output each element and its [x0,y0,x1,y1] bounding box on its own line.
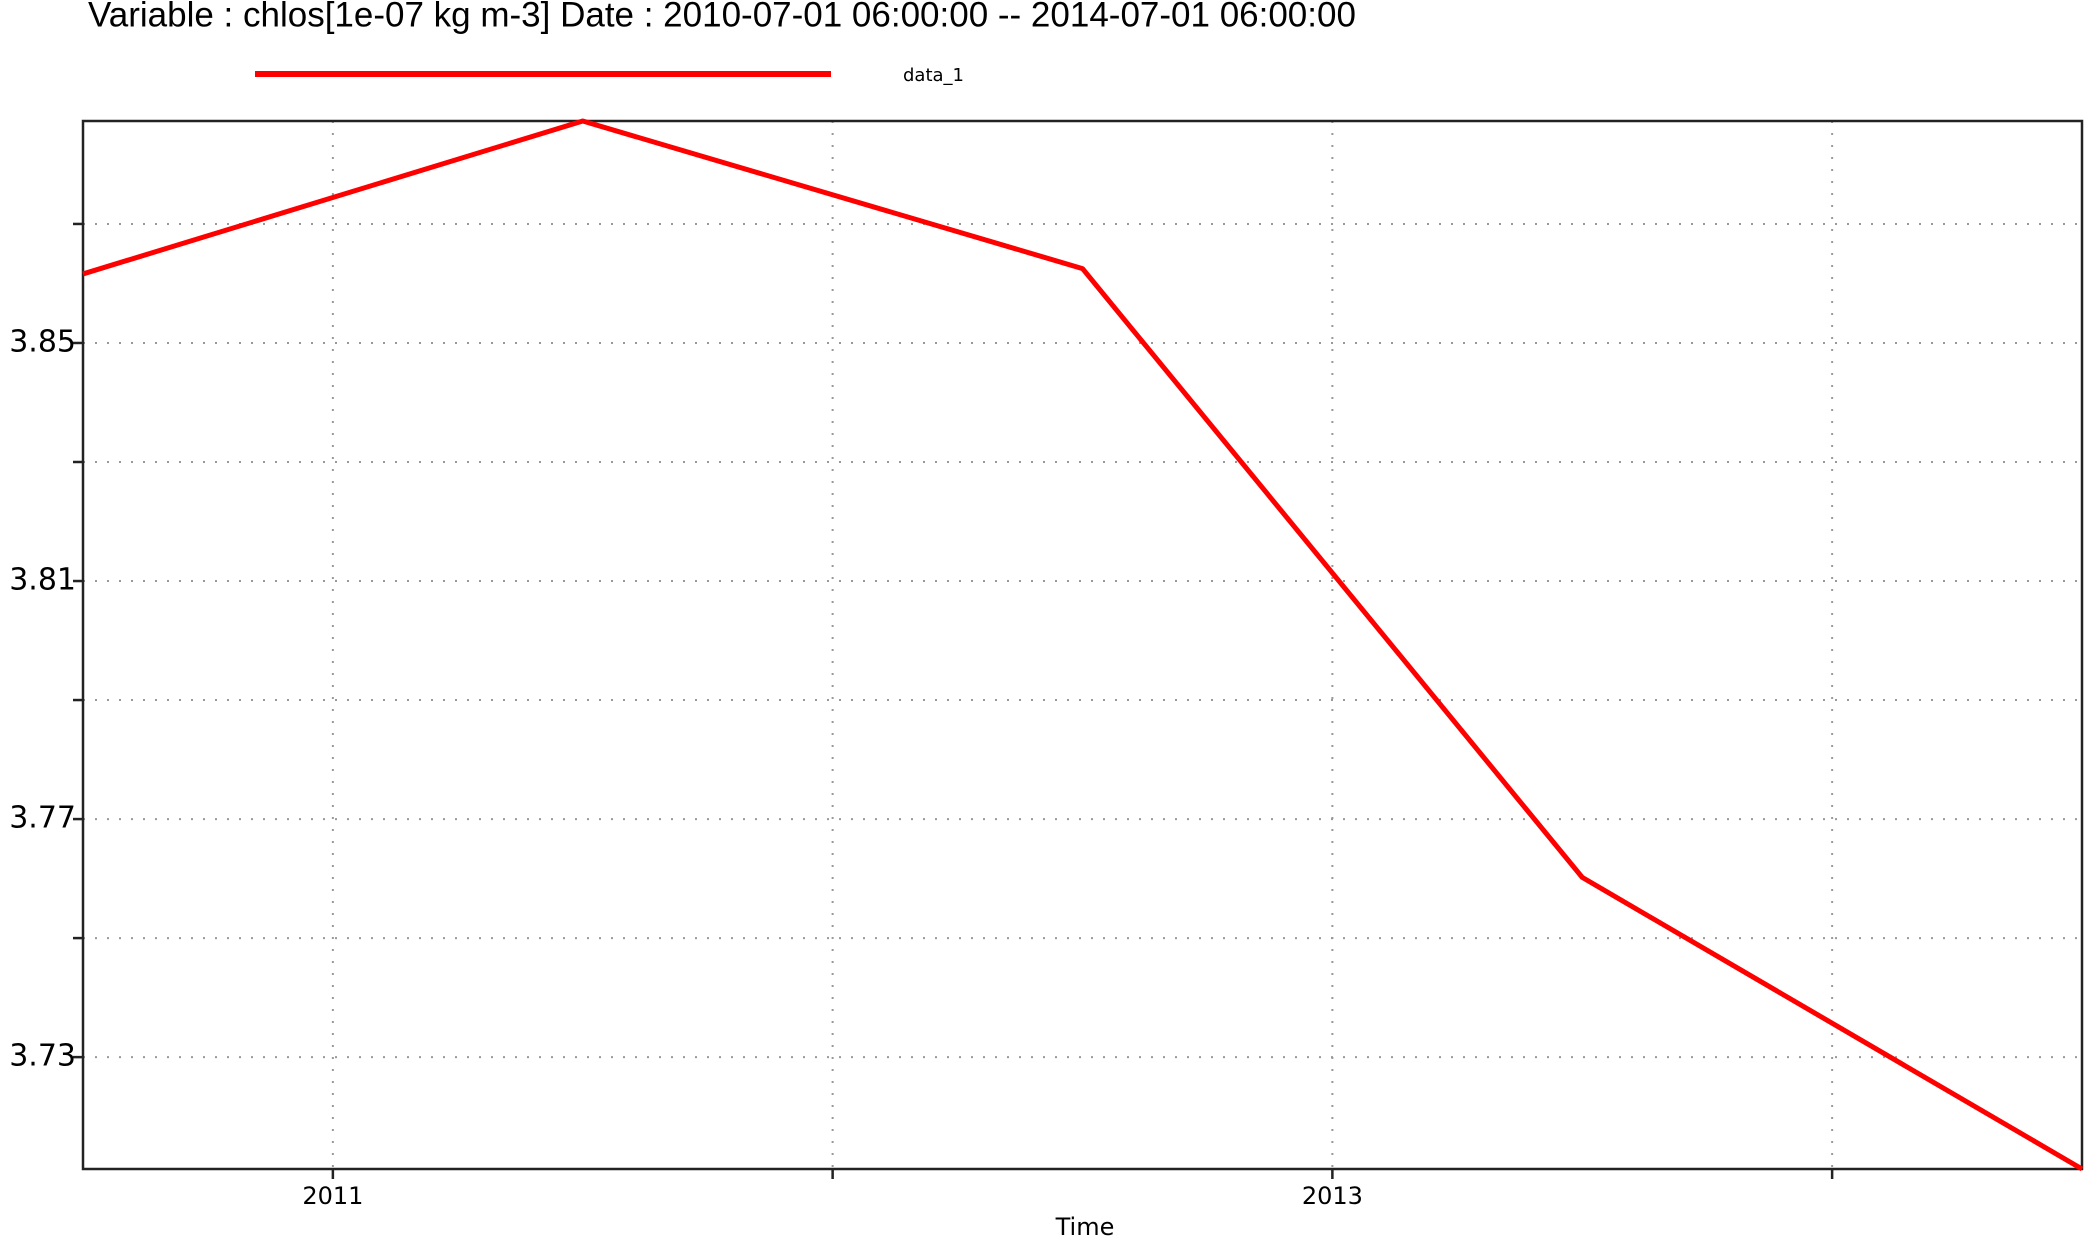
x-axis-label: Time [1055,1213,1115,1238]
x-tick-label: 2013 [1302,1182,1363,1210]
legend-label: data_1 [903,65,964,86]
y-tick-label: 3.73 [9,1039,76,1074]
y-tick-label: 3.85 [9,324,76,359]
y-tick-label: 3.81 [9,563,76,598]
plot-frame [81,119,2084,1171]
chart-title: Variable : chlos[1e-07 kg m-3] Date : 20… [88,0,1356,34]
y-tick-label: 3.77 [9,801,76,836]
data-line [82,118,2084,1172]
x-tick-label: 2011 [302,1182,363,1210]
